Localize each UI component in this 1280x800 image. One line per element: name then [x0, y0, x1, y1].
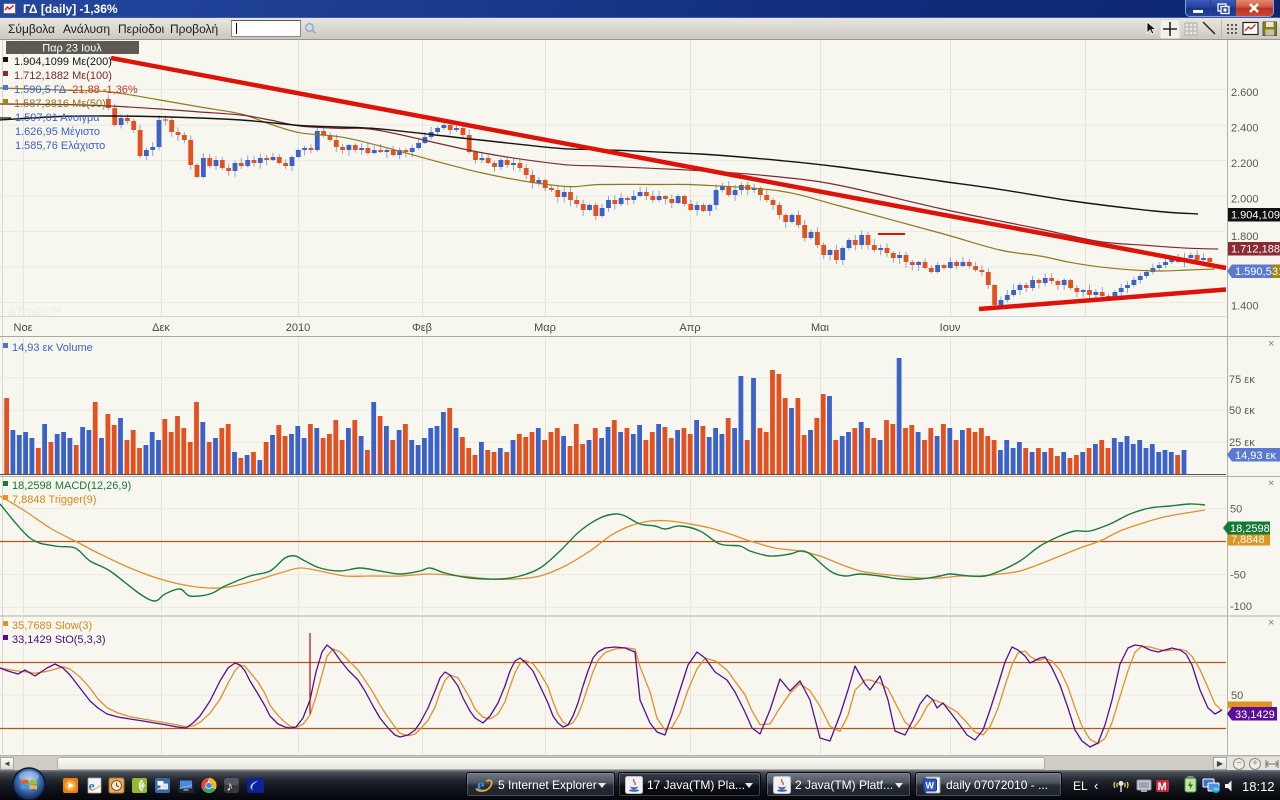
svg-text:M: M	[1158, 781, 1167, 793]
svg-text:1.904,1099 Με(200): 1.904,1099 Με(200)	[14, 56, 112, 68]
svg-text:Ιουν: Ιουν	[940, 322, 961, 334]
svg-text:♪: ♪	[227, 779, 234, 794]
svg-text:50 εκ: 50 εκ	[1229, 405, 1255, 417]
svg-text:e: e	[477, 775, 485, 794]
svg-text:1.400: 1.400	[1231, 301, 1259, 313]
svg-text:1.597,01 Ανοιγμα: 1.597,01 Ανοιγμα	[15, 112, 100, 124]
svg-text:Δεκ: Δεκ	[152, 322, 170, 334]
svg-text:Μαι: Μαι	[811, 322, 830, 334]
svg-text:1.904,109: 1.904,109	[1231, 210, 1280, 222]
svg-text:W: W	[926, 780, 935, 790]
svg-text:35,7689 Slow(3): 35,7689 Slow(3)	[12, 620, 92, 632]
svg-text:1.800: 1.800	[1231, 231, 1259, 243]
svg-text:18,2598 MACD(12,26,9): 18,2598 MACD(12,26,9)	[12, 480, 131, 492]
svg-text:75 εκ: 75 εκ	[1229, 374, 1255, 386]
svg-text:Απρ: Απρ	[679, 322, 700, 334]
svg-text:7,8848 Trigger(9): 7,8848 Trigger(9)	[12, 494, 96, 506]
svg-text:33,1429: 33,1429	[1235, 709, 1275, 721]
svg-text:31: 31	[1272, 266, 1280, 278]
svg-text:1.712,188: 1.712,188	[1231, 244, 1280, 256]
svg-text:-100: -100	[1230, 601, 1252, 613]
svg-text:25 εκ: 25 εκ	[1229, 437, 1255, 449]
svg-text:33,1429 StO(5,3,3): 33,1429 StO(5,3,3)	[12, 634, 106, 646]
svg-text:2010: 2010	[286, 322, 310, 334]
svg-text:14,93 εκ: 14,93 εκ	[1235, 450, 1276, 462]
svg-text:Νοε: Νοε	[14, 322, 33, 334]
svg-text:e: e	[89, 779, 95, 794]
svg-text:50: 50	[1230, 504, 1242, 516]
svg-text:aTrade™: aTrade™	[8, 304, 62, 319]
svg-text:Φεβ: Φεβ	[412, 322, 432, 334]
svg-text:7,8848: 7,8848	[1231, 534, 1265, 546]
svg-text:Παρ 23 Ιουλ: Παρ 23 Ιουλ	[42, 43, 102, 55]
svg-text:Μαρ: Μαρ	[534, 322, 556, 334]
svg-text:×: ×	[1268, 617, 1274, 629]
svg-text:-50: -50	[1230, 570, 1246, 582]
svg-text:18,2598: 18,2598	[1230, 523, 1270, 535]
svg-text:1.712,1882 Με(100): 1.712,1882 Με(100)	[14, 70, 112, 82]
svg-text:2.200: 2.200	[1231, 158, 1259, 170]
svg-text:1.626,95 Μέγιστο: 1.626,95 Μέγιστο	[15, 126, 100, 138]
svg-text:×: ×	[1268, 338, 1274, 350]
svg-text:1.585,76 Ελάχιστο: 1.585,76 Ελάχιστο	[15, 140, 105, 152]
svg-text:1.587,3816 Με(50): 1.587,3816 Με(50)	[14, 98, 106, 110]
svg-text:1.590,5: 1.590,5	[1235, 266, 1272, 278]
svg-text:2.400: 2.400	[1231, 123, 1259, 135]
svg-text:50: 50	[1231, 690, 1243, 702]
svg-text:2.600: 2.600	[1231, 87, 1259, 99]
svg-text:2.000: 2.000	[1231, 194, 1259, 206]
svg-text:×: ×	[1268, 478, 1274, 490]
svg-text:1.590,5 ΓΔ -21,88 -1,36%: 1.590,5 ΓΔ -21,88 -1,36%	[14, 84, 138, 96]
svg-text:14,93 εκ Volume: 14,93 εκ Volume	[12, 342, 93, 354]
